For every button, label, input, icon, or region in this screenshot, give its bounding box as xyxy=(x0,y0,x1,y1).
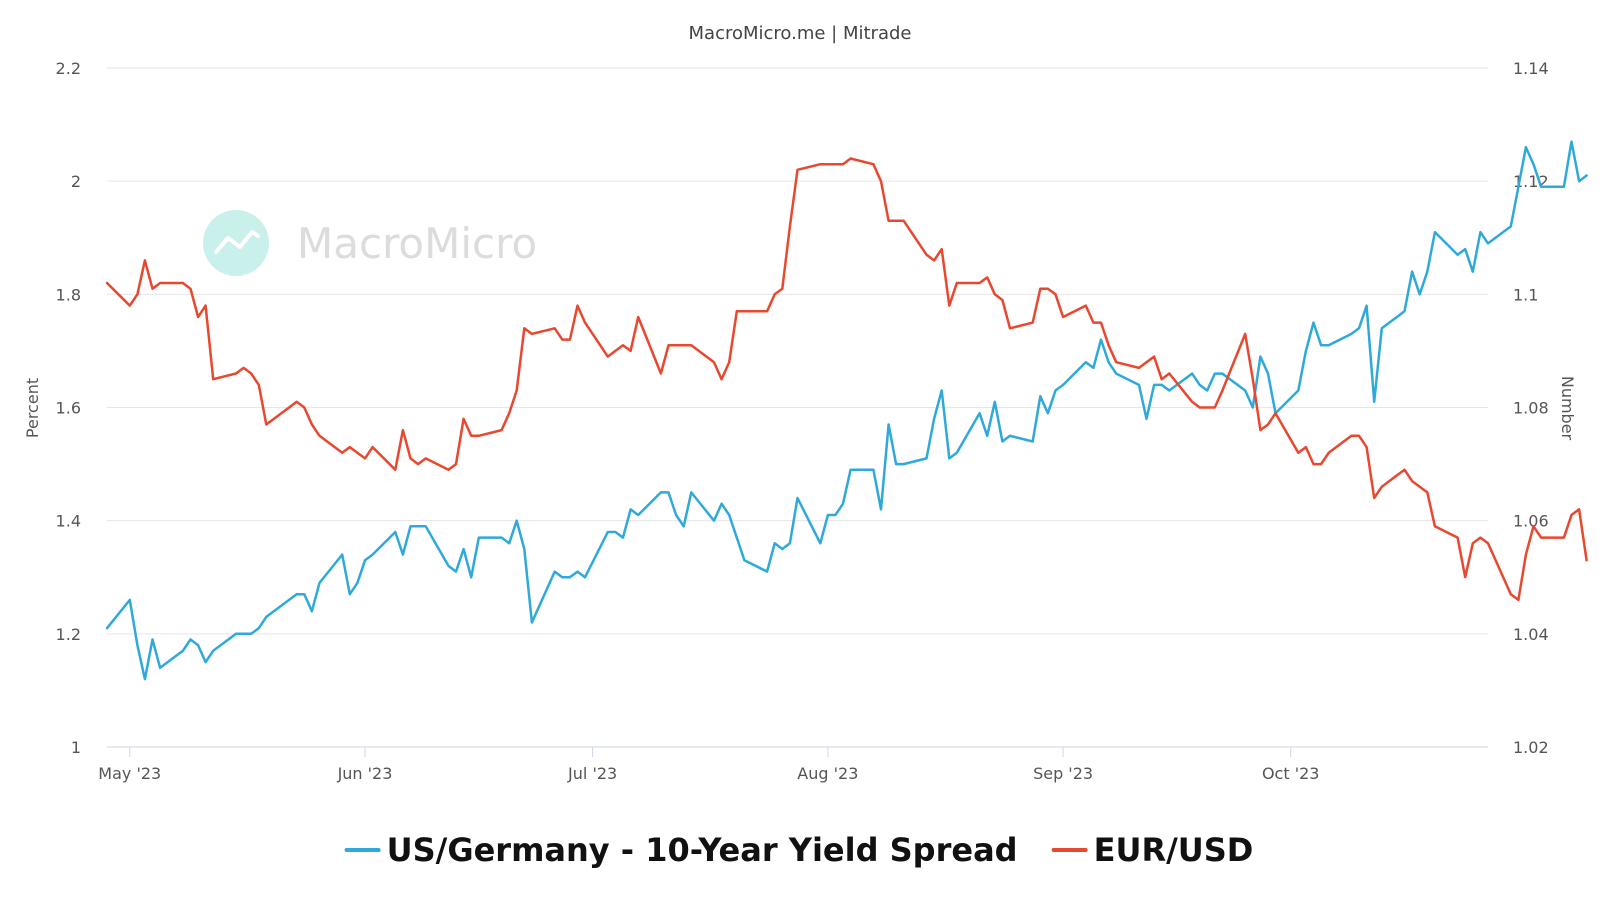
x-tick-label: Jul '23 xyxy=(567,764,617,783)
legend-label: EUR/USD xyxy=(1094,831,1254,869)
legend-item-yield-spread[interactable]: US/Germany - 10-Year Yield Spread xyxy=(344,831,1018,869)
y-left-axis-title: Percent xyxy=(23,378,42,438)
macromicro-logo-line xyxy=(214,230,260,254)
y-right-tick-label: 1.02 xyxy=(1513,738,1549,757)
legend-item-eur-usd[interactable]: EUR/USD xyxy=(1051,831,1254,869)
y-right-tick-label: 1.1 xyxy=(1513,285,1538,304)
y-right-axis-title: Number xyxy=(1558,376,1577,441)
y-right-tick-label: 1.04 xyxy=(1513,625,1549,644)
series-layer xyxy=(105,140,1588,681)
y-left-tick-label: 1.8 xyxy=(56,285,81,304)
y-left-tick-label: 1.2 xyxy=(56,625,81,644)
watermark: MacroMicro xyxy=(203,210,537,276)
series-line-eur-usd xyxy=(105,157,1588,602)
y-left-tick-labels: 1 1.2 1.4 1.6 1.8 2 2.2 xyxy=(56,59,81,757)
x-axis: May '23 Jun '23 Jul '23 Aug '23 Sep '23 Oct '… xyxy=(98,746,1488,783)
chart-title: MacroMicro.me | Mitrade xyxy=(689,23,912,44)
y-left-tick-label: 2.2 xyxy=(56,59,81,78)
legend-label: US/Germany - 10-Year Yield Spread xyxy=(387,831,1018,869)
watermark-text: MacroMicro xyxy=(297,219,537,268)
y-left-tick-label: 2 xyxy=(71,172,81,191)
y-left-tick-label: 1.6 xyxy=(56,399,81,418)
x-tick-label: Sep '23 xyxy=(1033,764,1093,783)
y-right-tick-labels: 1.021.041.061.081.11.121.14 xyxy=(1513,59,1549,757)
series-line-yield-spread xyxy=(105,140,1588,681)
x-tick-label: Jun '23 xyxy=(337,764,393,783)
y-left-tick-label: 1 xyxy=(71,738,81,757)
y-right-tick-label: 1.14 xyxy=(1513,59,1549,78)
legend: US/Germany - 10-Year Yield Spread EUR/USD xyxy=(344,831,1254,869)
x-tick-label: May '23 xyxy=(98,764,161,783)
y-right-tick-label: 1.08 xyxy=(1513,399,1549,418)
x-tick-label: Aug '23 xyxy=(797,764,858,783)
x-tick-label: Oct '23 xyxy=(1262,764,1320,783)
y-right-tick-label: 1.06 xyxy=(1513,512,1549,531)
y-left-tick-label: 1.4 xyxy=(56,512,81,531)
